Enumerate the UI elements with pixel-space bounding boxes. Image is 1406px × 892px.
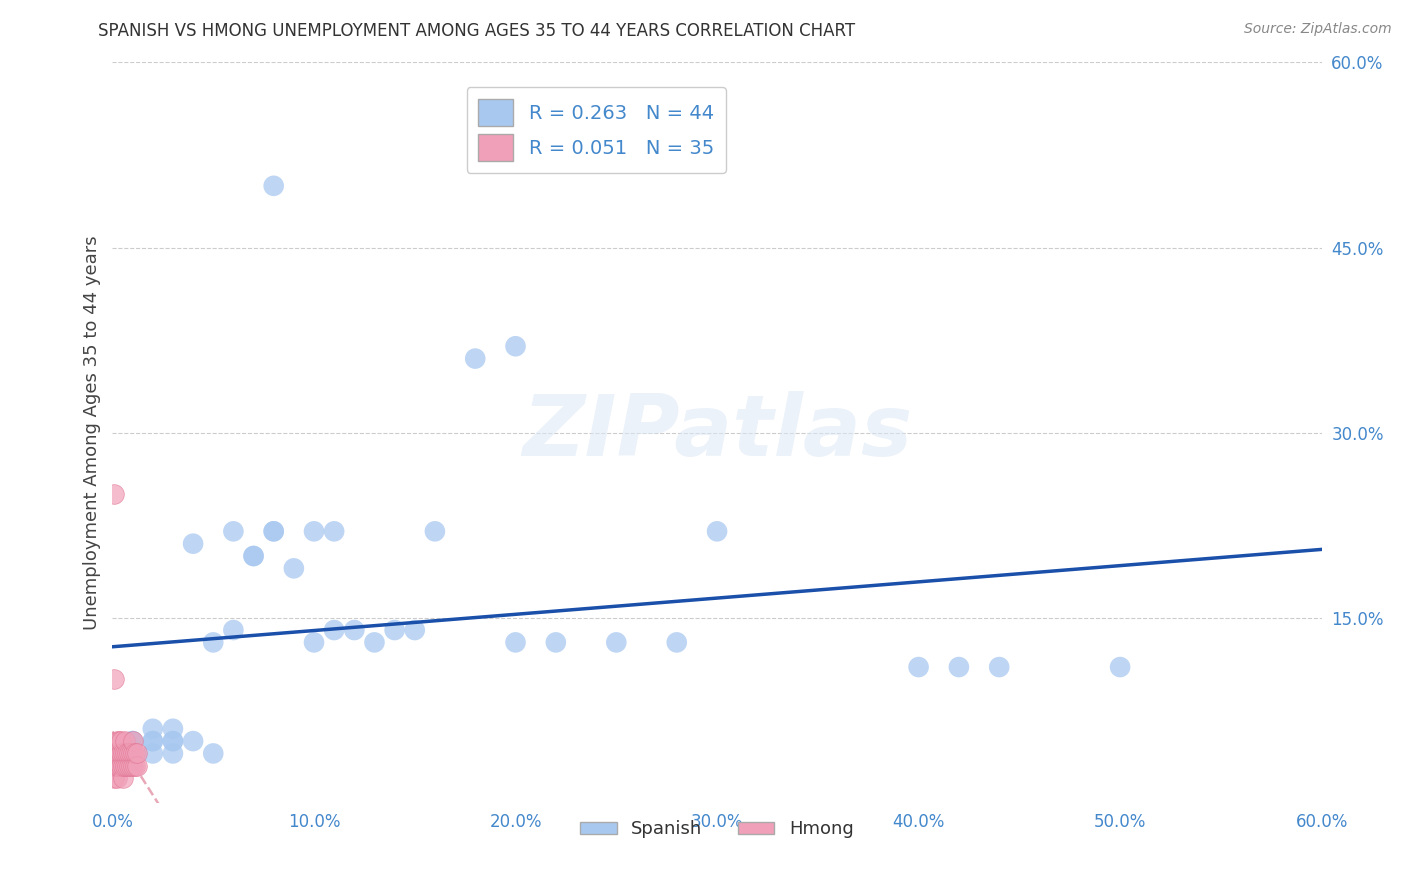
Point [222, 623, 245, 637]
Point [110, 747, 132, 761]
Point [162, 747, 184, 761]
Point [121, 758, 143, 772]
Point [263, 524, 285, 539]
Point [121, 734, 143, 748]
Point [105, 771, 128, 785]
Point [103, 673, 125, 687]
Point [111, 758, 134, 772]
Point [124, 758, 146, 772]
Point [242, 549, 264, 563]
Point [404, 623, 426, 637]
Point [105, 734, 128, 748]
Point [110, 734, 132, 748]
Point [162, 734, 184, 748]
Point [1109, 660, 1132, 674]
Point [142, 722, 165, 736]
Point [121, 734, 143, 748]
Point [181, 734, 204, 748]
Point [121, 747, 143, 761]
Point [302, 524, 325, 539]
Point [544, 635, 567, 649]
Text: Source: ZipAtlas.com: Source: ZipAtlas.com [1244, 22, 1392, 37]
Point [124, 747, 146, 761]
Point [605, 635, 627, 649]
Point [125, 747, 148, 761]
Point [114, 734, 136, 748]
Point [107, 758, 129, 772]
Point [103, 771, 125, 785]
Point [107, 734, 129, 748]
Point [283, 561, 305, 575]
Point [142, 734, 165, 748]
Point [505, 635, 527, 649]
Point [202, 635, 225, 649]
Point [323, 623, 346, 637]
Point [263, 178, 285, 193]
Point [115, 747, 138, 761]
Point [103, 487, 125, 501]
Point [120, 758, 142, 772]
Point [105, 747, 128, 761]
Point [111, 771, 134, 785]
Point [464, 351, 486, 366]
Point [181, 536, 204, 550]
Point [114, 758, 136, 772]
Point [125, 758, 148, 772]
Point [706, 524, 728, 539]
Point [162, 734, 184, 748]
Point [103, 747, 125, 761]
Point [120, 747, 142, 761]
Point [222, 524, 245, 539]
Point [121, 747, 143, 761]
Legend: Spanish, Hmong: Spanish, Hmong [574, 814, 860, 846]
Point [948, 660, 970, 674]
Point [142, 734, 165, 748]
Point [263, 524, 285, 539]
Point [323, 524, 346, 539]
Point [505, 339, 527, 353]
Point [665, 635, 688, 649]
Point [142, 747, 165, 761]
Y-axis label: Unemployment Among Ages 35 to 44 years: Unemployment Among Ages 35 to 44 years [83, 235, 101, 630]
Point [202, 747, 225, 761]
Point [162, 722, 184, 736]
Point [121, 747, 143, 761]
Point [121, 734, 143, 748]
Point [907, 660, 929, 674]
Text: SPANISH VS HMONG UNEMPLOYMENT AMONG AGES 35 TO 44 YEARS CORRELATION CHART: SPANISH VS HMONG UNEMPLOYMENT AMONG AGES… [98, 22, 855, 40]
Point [423, 524, 446, 539]
Point [111, 747, 134, 761]
Point [115, 758, 138, 772]
Point [114, 747, 136, 761]
Point [302, 635, 325, 649]
Point [110, 758, 132, 772]
Point [117, 747, 139, 761]
Point [103, 758, 125, 772]
Point [988, 660, 1011, 674]
Point [363, 635, 385, 649]
Point [103, 758, 125, 772]
Point [242, 549, 264, 563]
Text: ZIPatlas: ZIPatlas [522, 391, 912, 475]
Point [343, 623, 366, 637]
Point [107, 747, 129, 761]
Point [105, 758, 128, 772]
Point [384, 623, 406, 637]
Point [117, 758, 139, 772]
